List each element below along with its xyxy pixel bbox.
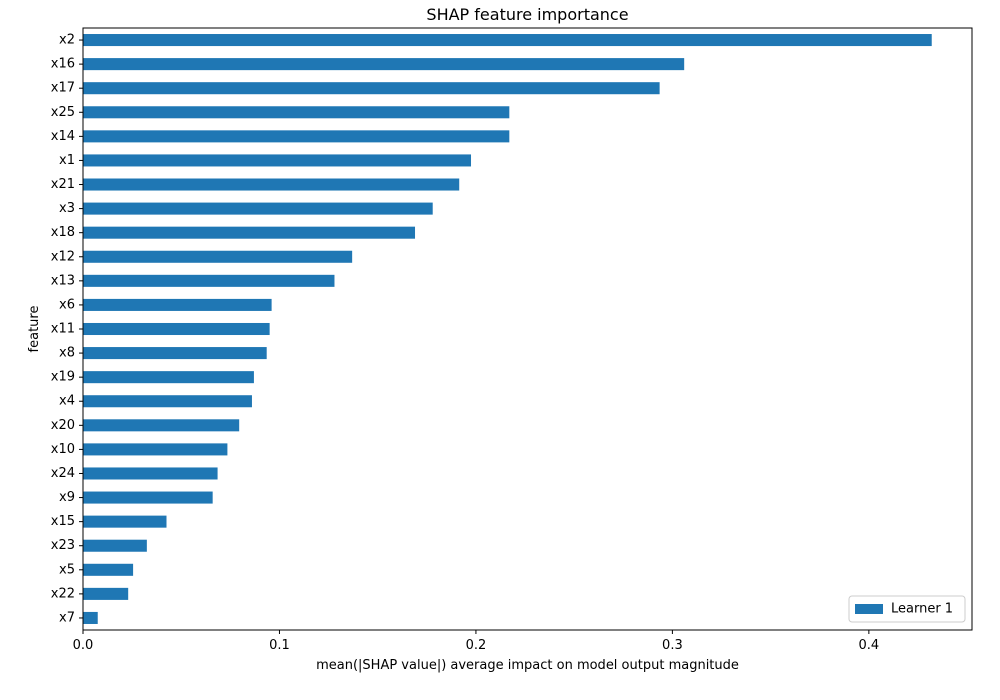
- y-tick-label: x14: [51, 129, 75, 144]
- y-tick-label: x20: [51, 418, 75, 433]
- bars-group: [83, 34, 932, 624]
- bar-x3: [83, 202, 433, 215]
- bar-x8: [83, 347, 267, 360]
- x-tick-label: 0.0: [73, 638, 94, 653]
- x-axis: 0.0 0.1 0.2 0.3 0.4: [73, 630, 880, 653]
- y-axis-title: feature: [27, 306, 42, 353]
- bar-x18: [83, 226, 416, 239]
- x-axis-title: mean(|SHAP value|) average impact on mod…: [316, 658, 739, 673]
- y-tick-label: x19: [51, 370, 75, 385]
- y-tick-label: x7: [59, 610, 75, 625]
- bar-x2: [83, 34, 932, 47]
- y-tick-label: x18: [51, 225, 75, 240]
- x-tick-label: 0.1: [269, 638, 290, 653]
- bar-x11: [83, 322, 270, 336]
- y-tick-label: x4: [59, 394, 75, 409]
- y-tick-label: x2: [59, 33, 75, 48]
- y-tick-label: x1: [59, 153, 75, 168]
- legend: Learner 1: [848, 595, 966, 623]
- bar-x4: [83, 395, 252, 408]
- x-tick-label: 0.2: [466, 638, 487, 653]
- bar-x6: [83, 298, 272, 311]
- y-tick-label: x25: [51, 105, 75, 120]
- chart-title: SHAP feature importance: [426, 5, 628, 24]
- y-tick-label: x11: [51, 322, 75, 337]
- bar-x1: [83, 154, 472, 167]
- bar-x16: [83, 58, 685, 71]
- y-tick-label: x5: [59, 562, 75, 577]
- bar-x24: [83, 467, 218, 480]
- bar-x12: [83, 250, 353, 263]
- y-tick-label: x8: [59, 346, 75, 361]
- bar-x14: [83, 130, 510, 143]
- bar-x20: [83, 419, 240, 432]
- bar-x25: [83, 106, 510, 119]
- bar-x21: [83, 178, 460, 191]
- x-tick-label: 0.3: [662, 638, 683, 653]
- y-tick-label: x12: [51, 249, 75, 264]
- x-tick-label: 0.4: [859, 638, 880, 653]
- y-axis: x2 x16 x17 x25 x14 x1 x21 x3 x18 x12 x13 x6 x11 x8 x19…: [51, 33, 83, 625]
- bar-x7: [83, 611, 98, 624]
- y-tick-label: x17: [51, 81, 75, 96]
- y-tick-label: x24: [51, 466, 75, 481]
- bar-x17: [83, 82, 660, 95]
- y-tick-label: x10: [51, 442, 75, 457]
- bar-x15: [83, 515, 167, 528]
- y-tick-label: x15: [51, 514, 75, 529]
- legend-box: [848, 595, 966, 623]
- y-tick-label: x21: [51, 177, 75, 192]
- bar-x13: [83, 274, 335, 287]
- bar-x10: [83, 443, 228, 456]
- bar-x9: [83, 491, 213, 504]
- y-tick-label: x6: [59, 297, 75, 312]
- y-tick-label: x16: [51, 57, 75, 72]
- bar-x23: [83, 539, 147, 552]
- y-tick-label: x13: [51, 273, 75, 288]
- bar-x19: [83, 371, 254, 384]
- legend-swatch: [855, 604, 883, 614]
- y-tick-label: x3: [59, 201, 75, 216]
- y-tick-label: x22: [51, 586, 75, 601]
- legend-label: Learner 1: [891, 602, 953, 617]
- bar-x5: [83, 563, 134, 576]
- y-tick-label: x23: [51, 538, 75, 553]
- y-tick-label: x9: [59, 490, 75, 505]
- bar-x22: [83, 587, 129, 600]
